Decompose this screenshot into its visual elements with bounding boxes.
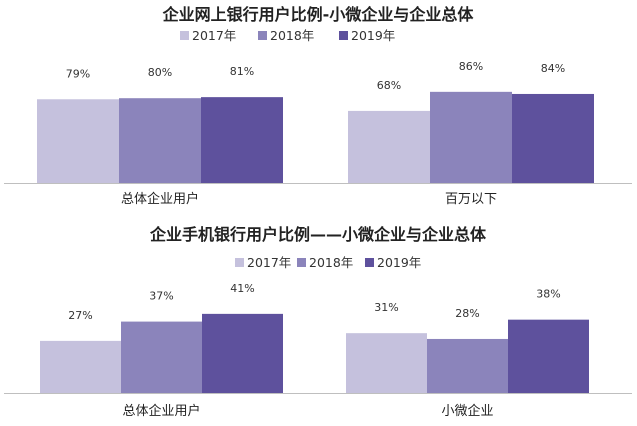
data-label: 86%	[459, 60, 483, 73]
bar-小微企业-2017年	[346, 333, 427, 393]
bar-小微企业-2018年	[427, 338, 508, 393]
legend-label: 2017年	[247, 255, 291, 270]
data-label: 38%	[536, 288, 560, 301]
bar-总体企业用户-2017年	[37, 99, 119, 183]
bar-百万以下-2018年	[430, 91, 512, 183]
chart-2: 企业手机银行用户比例——小微企业与企业总体 2017年 2018年 2019年 27% 3…	[4, 225, 632, 419]
data-label: 31%	[374, 301, 398, 314]
legend-label: 2017年	[192, 28, 236, 43]
category-label: 总体企业用户	[121, 191, 199, 207]
data-label: 79%	[66, 67, 90, 80]
legend-label: 2019年	[377, 255, 421, 270]
legend-label: 2018年	[309, 255, 353, 270]
category-label: 小微企业	[441, 403, 493, 419]
bar-总体企业用户-2018年	[121, 321, 202, 393]
data-label: 84%	[541, 62, 565, 75]
legend-swatch-2018年	[297, 258, 306, 267]
bar-总体企业用户-2018年	[119, 98, 201, 183]
bar-总体企业用户-2019年	[201, 97, 283, 183]
data-label: 28%	[455, 307, 479, 320]
legend-swatch-2017年	[180, 31, 189, 40]
data-label: 81%	[230, 65, 254, 78]
data-label: 41%	[230, 282, 254, 295]
bar-百万以下-2019年	[512, 93, 594, 183]
data-label: 37%	[149, 290, 173, 303]
legend-swatch-2019年	[339, 31, 348, 40]
legend-label: 2018年	[270, 28, 314, 43]
bar-总体企业用户-2017年	[40, 340, 121, 393]
legend-swatch-2019年	[365, 258, 374, 267]
category-label: 总体企业用户	[122, 403, 200, 419]
chart-title: 企业手机银行用户比例——小微企业与企业总体	[149, 225, 487, 244]
chart-title: 企业网上银行用户比例-小微企业与企业总体	[162, 5, 475, 24]
legend-swatch-2018年	[258, 31, 267, 40]
data-label: 80%	[148, 66, 172, 79]
data-label: 27%	[68, 309, 92, 322]
category-label: 百万以下	[445, 192, 497, 207]
data-label: 68%	[377, 79, 401, 92]
chart-1: 企业网上银行用户比例-小微企业与企业总体 2017年 2018年 2019年 79% 80…	[4, 5, 632, 207]
legend-swatch-2017年	[235, 258, 244, 267]
bar-百万以下-2017年	[348, 110, 430, 183]
bar-小微企业-2019年	[508, 319, 589, 393]
bar-总体企业用户-2019年	[202, 313, 283, 393]
legend-label: 2019年	[351, 28, 395, 43]
